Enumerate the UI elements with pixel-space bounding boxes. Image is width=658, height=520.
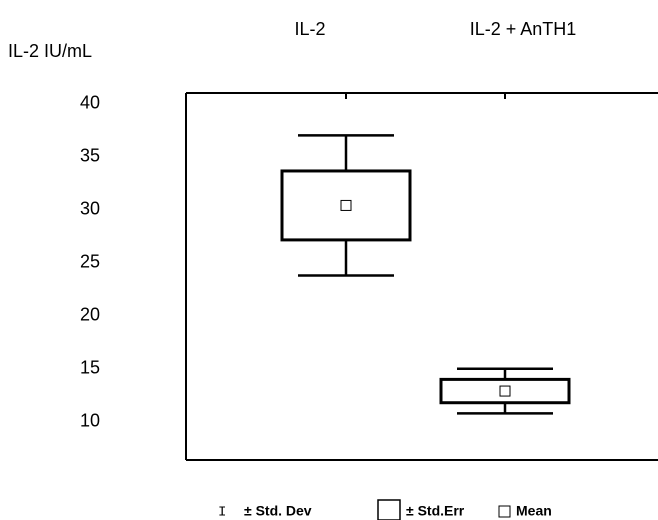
legend: I ± Std. Dev ± Std.Err Mean xyxy=(218,499,552,520)
legend-mean: Mean xyxy=(516,503,552,519)
y-tick-label: 25 xyxy=(80,251,100,271)
y-tick-label: 40 xyxy=(80,92,100,112)
y-tick-label: 10 xyxy=(80,411,100,431)
y-tick-label: 35 xyxy=(80,145,100,165)
y-tick-label: 20 xyxy=(80,304,100,324)
std-err-box xyxy=(439,377,571,405)
category-label: IL-2 + AnTH1 xyxy=(470,19,577,39)
std-err-box xyxy=(280,169,412,242)
mean-marker xyxy=(340,199,352,211)
y-tick-label: 15 xyxy=(80,358,100,378)
legend-mean-icon xyxy=(498,505,511,518)
legend-box-icon xyxy=(377,499,401,520)
legend-std-dev: ± Std. Dev xyxy=(244,503,312,519)
mean-marker xyxy=(499,385,511,397)
legend-whisker-icon: I xyxy=(218,505,226,520)
y-tick-label: 30 xyxy=(80,198,100,218)
y-axis-label: IL-2 IU/mL xyxy=(8,41,92,61)
legend-std-err: ± Std.Err xyxy=(406,503,465,519)
category-label: IL-2 xyxy=(294,19,325,39)
